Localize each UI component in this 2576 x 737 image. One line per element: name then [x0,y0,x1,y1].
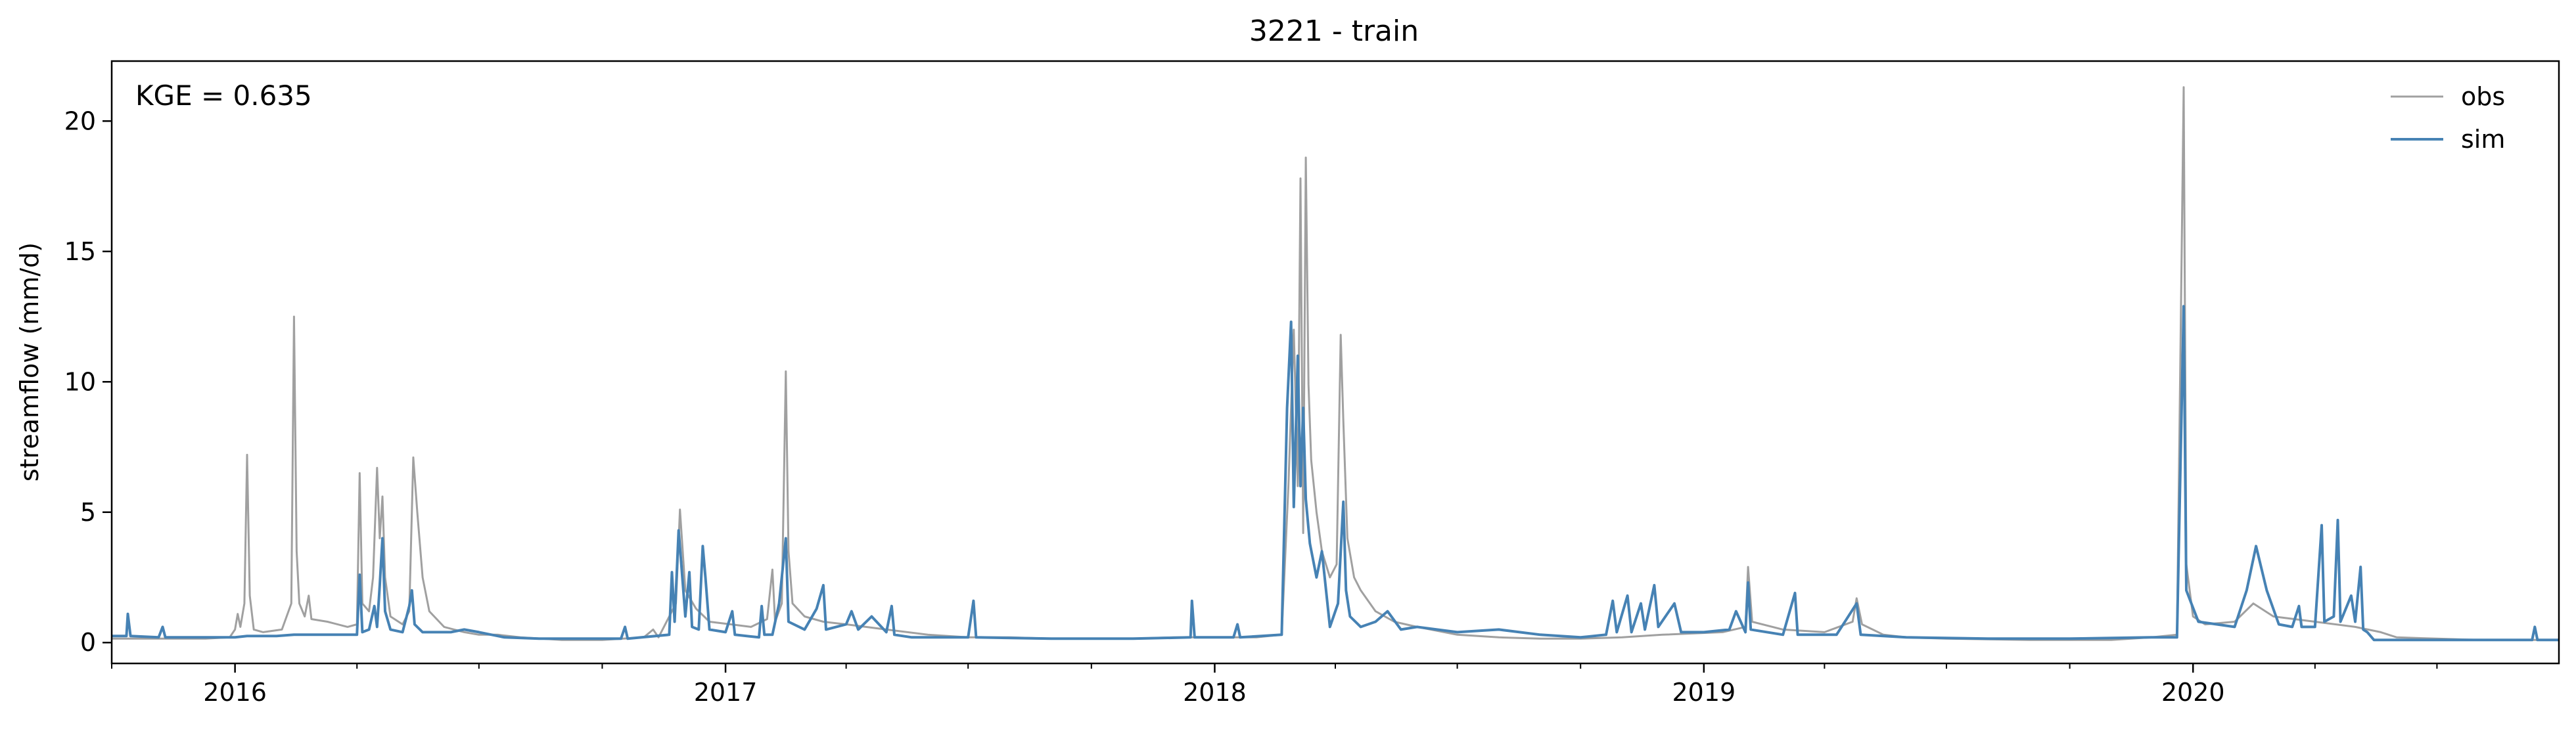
chart-title: 3221 - train [1249,14,1419,48]
x-tick-label-2020: 2020 [2161,678,2225,707]
kge-annotation: KGE = 0.635 [135,79,312,112]
legend-label-obs: obs [2461,82,2505,111]
y-tick-label-15: 15 [64,237,96,266]
y-axis: 0 5 10 15 20 [64,106,112,657]
y-tick-label-5: 5 [80,498,96,527]
y-tick-label-20: 20 [64,106,96,135]
y-tick-label-0: 0 [80,628,96,657]
x-tick-label-2017: 2017 [694,678,758,707]
legend: obs sim [2391,82,2505,154]
legend-label-sim: sim [2461,125,2505,154]
x-axis: 2016 2017 2018 2019 2020 [111,663,2438,707]
y-axis-label: streamflow (mm/d) [15,242,44,481]
y-tick-label-10: 10 [64,367,96,396]
x-tick-label-2018: 2018 [1183,678,1247,707]
series-line-sim [112,305,2559,642]
x-tick-label-2019: 2019 [1672,678,1736,707]
series-line-obs [112,86,2559,641]
series-lines [112,86,2559,642]
x-tick-label-2016: 2016 [203,678,267,707]
